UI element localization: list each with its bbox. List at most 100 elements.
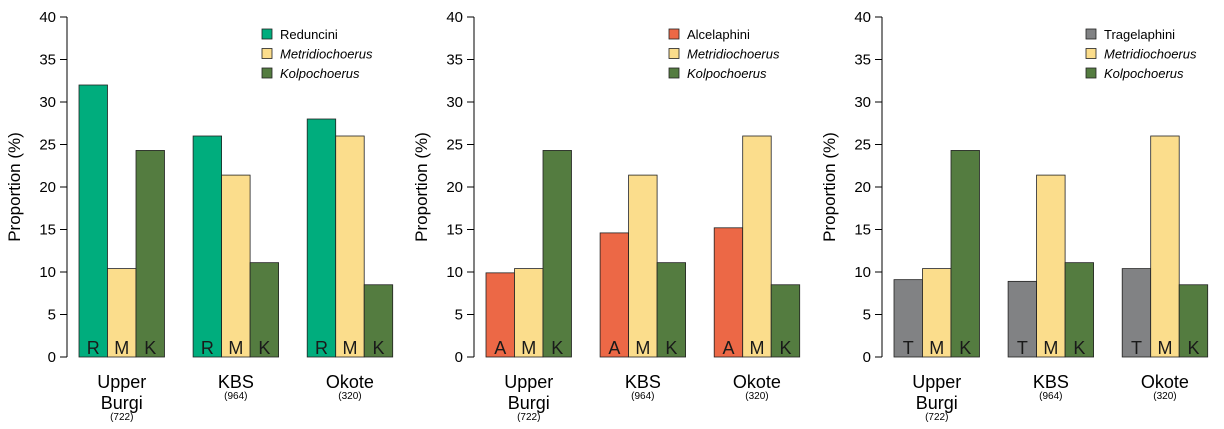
bar-letter: M: [749, 338, 764, 358]
category-label: Upper: [97, 372, 146, 392]
category-sample-size: (964): [1039, 391, 1062, 402]
legend-swatch: [261, 67, 273, 79]
bar-letter: M: [635, 338, 650, 358]
y-tick-label: 20: [39, 179, 56, 196]
bar-kolpochoerus: [363, 284, 394, 358]
legend-label: Kolpochoerus: [280, 66, 360, 81]
bar-kolpochoerus: [249, 262, 280, 358]
legend-swatch: [668, 67, 680, 79]
y-tick-label: 40: [854, 9, 871, 26]
y-tick-label: 40: [446, 9, 463, 26]
bar-reduncini: [306, 118, 337, 358]
legend-label: Metridiochoerus: [280, 47, 373, 62]
category-sample-size: (964): [224, 391, 247, 402]
bar-metridiochoerus: [221, 174, 251, 358]
y-tick-label: 30: [446, 94, 463, 111]
category-label: Okote: [326, 372, 374, 392]
y-tick-label: 35: [39, 52, 56, 69]
bar-kolpochoerus: [542, 150, 572, 358]
category-sample-size: (722): [110, 412, 133, 423]
bar-letter: A: [608, 338, 620, 358]
bar-letter: M: [521, 338, 536, 358]
category-sample-size: (320): [745, 391, 768, 402]
bar-letter: T: [1131, 338, 1142, 358]
y-axis-title: Proportion (%): [5, 132, 24, 242]
y-tick-label: 30: [39, 94, 56, 111]
legend-label: Kolpochoerus: [687, 66, 767, 81]
y-tick-label: 0: [455, 349, 463, 366]
bar-letter: M: [342, 338, 357, 358]
category-sample-size: (722): [925, 412, 948, 423]
bar-kolpochoerus: [135, 150, 165, 358]
bar-reduncini: [192, 135, 223, 358]
y-tick-label: 35: [854, 52, 871, 69]
category-label: Okote: [1141, 372, 1189, 392]
bar-alcelaphini: [599, 232, 629, 358]
legend-label: Metridiochoerus: [687, 47, 780, 62]
legend: Reduncini Metridiochoerus Kolpochoerus: [261, 27, 373, 81]
y-tick-label: 0: [863, 349, 871, 366]
category-label: Burgi: [508, 393, 550, 413]
legend-label: Alcelaphini: [687, 27, 750, 42]
y-tick-label: 40: [39, 9, 56, 26]
legend: Alcelaphini Metridiochoerus Kolpochoerus: [668, 27, 780, 81]
bar-letter: M: [228, 338, 243, 358]
legend-swatch: [668, 28, 680, 40]
category-sample-size: (320): [1153, 391, 1176, 402]
category-label: Upper: [504, 372, 553, 392]
y-tick-label: 35: [446, 52, 463, 69]
bar-letter: M: [1043, 338, 1058, 358]
y-tick-label: 25: [854, 137, 871, 154]
bar-letter: K: [779, 338, 791, 358]
bar-letter: K: [258, 338, 270, 358]
bar-letter: K: [1187, 338, 1199, 358]
bar-metridiochoerus: [628, 174, 658, 358]
bar-letter: K: [372, 338, 384, 358]
bar-kolpochoerus: [950, 150, 980, 358]
bar-letter: M: [929, 338, 944, 358]
y-tick-label: 15: [854, 222, 871, 239]
legend-swatch: [261, 48, 273, 59]
bar-kolpochoerus: [770, 284, 801, 358]
category-sample-size: (722): [517, 412, 540, 423]
y-tick-label: 15: [39, 222, 56, 239]
bar-alcelaphini: [713, 227, 744, 358]
legend-swatch: [668, 48, 680, 59]
bar-letter: K: [1073, 338, 1085, 358]
bar-letter: T: [903, 338, 914, 358]
bar-metridiochoerus: [1036, 174, 1066, 358]
y-tick-label: 5: [48, 307, 56, 324]
y-axis-title: Proportion (%): [820, 132, 839, 242]
category-label: Upper: [912, 372, 961, 392]
bar-letter: A: [494, 338, 506, 358]
bar-letter: K: [144, 338, 156, 358]
category-label: KBS: [218, 372, 254, 392]
legend-swatch: [1085, 28, 1097, 40]
bar-kolpochoerus: [1178, 284, 1209, 358]
bar-letter: R: [315, 338, 328, 358]
category-label: Okote: [733, 372, 781, 392]
legend-swatch: [1085, 67, 1097, 79]
bar-letter: M: [114, 338, 129, 358]
bar-metridiochoerus: [1150, 135, 1180, 358]
legend: Tragelaphini Metridiochoerus Kolpochoerus: [1085, 27, 1197, 81]
bar-letter: K: [665, 338, 677, 358]
y-tick-label: 10: [854, 264, 871, 281]
category-label: KBS: [625, 372, 661, 392]
y-tick-label: 15: [446, 222, 463, 239]
y-tick-label: 10: [39, 264, 56, 281]
y-tick-label: 20: [446, 179, 463, 196]
bar-letter: A: [722, 338, 734, 358]
legend-label: Tragelaphini: [1104, 27, 1175, 42]
y-tick-label: 0: [48, 349, 56, 366]
bar-letter: R: [201, 338, 214, 358]
legend-swatch: [261, 28, 273, 40]
bar-letter: M: [1157, 338, 1172, 358]
y-tick-label: 5: [863, 307, 871, 324]
bar-letter: K: [959, 338, 971, 358]
bar-tragelaphini: [1121, 268, 1152, 358]
